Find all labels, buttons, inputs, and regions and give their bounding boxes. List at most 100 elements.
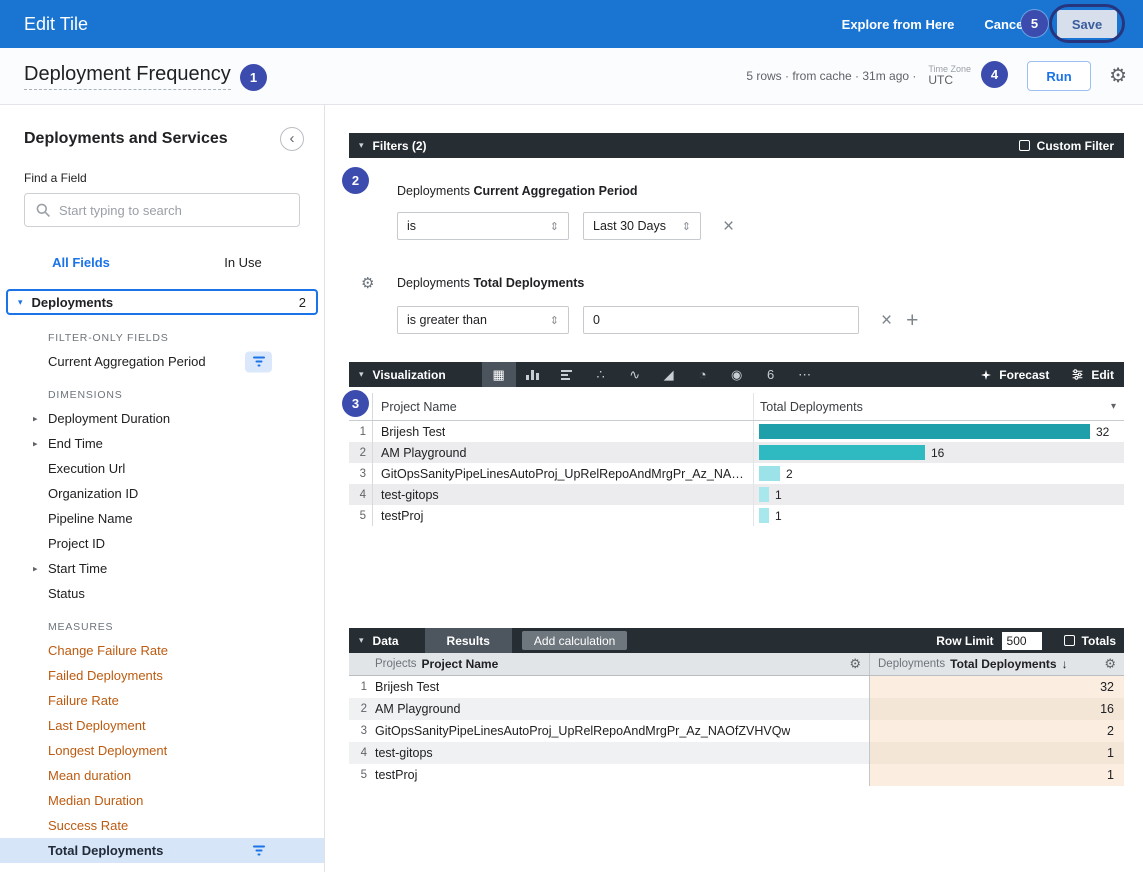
expand-arrow-icon[interactable]: ▸ — [33, 438, 38, 448]
timezone-block[interactable]: Time Zone UTC — [928, 64, 971, 88]
custom-filter-checkbox[interactable] — [1018, 140, 1030, 151]
data-table-row[interactable]: 3 GitOpsSanityPipeLinesAutoProj_UpRelRepo… — [349, 720, 1124, 742]
tile-title[interactable]: Deployment Frequency — [24, 63, 231, 90]
column-gear-icon[interactable]: ⚙ — [849, 656, 861, 671]
field-item[interactable]: Failure Rate — [0, 688, 324, 713]
sort-descending-icon[interactable]: ↓ — [1061, 657, 1068, 671]
results-tab[interactable]: Results — [424, 628, 512, 653]
field-search-box[interactable] — [24, 193, 300, 227]
project-name-column-header[interactable]: Projects Project Name ⚙ — [349, 653, 869, 675]
viz-table-row[interactable]: 5 testProj 1 — [349, 505, 1124, 526]
data-table-row[interactable]: 2 AM Playground 16 — [349, 698, 1124, 720]
explore-main: ▾ Filters (2) Custom Filter Deployments … — [326, 105, 1143, 872]
data-table-row[interactable]: 1 Brijesh Test 32 — [349, 676, 1124, 698]
totals-label: Totals — [1081, 633, 1116, 648]
custom-filter-toggle[interactable]: Custom Filter — [1018, 139, 1114, 153]
value-label: 16 — [931, 445, 945, 460]
field-item[interactable]: Last Deployment — [0, 713, 324, 738]
expand-arrow-icon[interactable]: ▸ — [33, 563, 38, 573]
total-deployments-column-header[interactable]: Deployments Total Deployments ↓ ⚙ — [869, 653, 1124, 675]
filter-value-select[interactable]: Last 30 Days ⇕ — [583, 212, 701, 240]
field-item[interactable]: Mean duration — [0, 763, 324, 788]
field-label: Organization ID — [48, 486, 139, 501]
filter-icon[interactable] — [245, 351, 272, 372]
remove-filter-icon[interactable]: × — [723, 215, 735, 237]
column-gear-icon[interactable]: ⚙ — [1104, 656, 1116, 671]
forecast-button[interactable]: Forecast — [980, 368, 1049, 382]
field-item[interactable]: Status — [0, 581, 324, 606]
field-item[interactable]: Organization ID — [0, 481, 324, 506]
remove-filter-icon[interactable]: × — [881, 309, 893, 331]
data-table-row[interactable]: 4 test-gitops 1 — [349, 742, 1124, 764]
find-field-label: Find a Field — [24, 171, 87, 185]
viz-type-area-chart[interactable]: ◢ — [663, 366, 674, 382]
field-item[interactable]: Failed Deployments — [0, 663, 324, 688]
filter-field-name: Current Aggregation Period — [473, 184, 638, 198]
viz-type-single-value[interactable]: 6 — [767, 367, 775, 382]
collapse-sidebar-button[interactable]: ‹ — [280, 127, 304, 151]
run-button[interactable]: Run — [1027, 61, 1092, 91]
project-name-column-header[interactable]: Project Name — [381, 399, 457, 414]
viz-type-scatter-plot[interactable]: ∴ — [596, 366, 605, 382]
totals-toggle[interactable]: Totals — [1063, 633, 1116, 648]
data-table-row[interactable]: 5 testProj 1 — [349, 764, 1124, 786]
tab-all-fields[interactable]: All Fields — [52, 255, 110, 270]
filter-gear-icon[interactable]: ⚙ — [361, 275, 375, 292]
field-search-input[interactable] — [59, 202, 289, 218]
filter-field-name: Total Deployments — [473, 276, 585, 290]
viz-type-more[interactable]: ⋯ — [798, 366, 812, 382]
viz-edit-button[interactable]: Edit — [1071, 368, 1114, 382]
field-item[interactable]: Success Rate — [0, 813, 324, 838]
field-item[interactable]: Pipeline Name — [0, 506, 324, 531]
field-item[interactable]: Current Aggregation Period — [0, 349, 324, 374]
save-button[interactable]: Save — [1057, 10, 1117, 38]
chevron-down-icon[interactable]: ▾ — [359, 635, 364, 645]
field-item[interactable]: Total Deployments — [0, 838, 324, 863]
tab-in-use[interactable]: In Use — [224, 255, 262, 270]
field-item[interactable]: Longest Deployment — [0, 738, 324, 763]
viz-type-column-chart[interactable] — [516, 362, 550, 387]
chevron-down-icon[interactable]: ▾ — [359, 140, 364, 150]
chevron-down-icon[interactable]: ▾ — [359, 369, 364, 379]
cancel-button[interactable]: Cancel — [984, 16, 1027, 32]
chevron-down-icon[interactable]: ▾ — [1110, 401, 1116, 412]
viz-type-map[interactable]: ◉ — [731, 366, 743, 382]
query-settings-gear-icon[interactable]: ⚙ — [1109, 65, 1127, 87]
totals-checkbox[interactable] — [1063, 635, 1075, 646]
cell-text: GitOpsSanityPipeLinesAutoProj_UpRelRepoA… — [381, 466, 753, 481]
value-bar — [759, 445, 925, 460]
field-item[interactable]: Project ID — [0, 531, 324, 556]
row-limit-label: Row Limit — [936, 633, 994, 648]
field-label: Failed Deployments — [48, 668, 163, 683]
viz-table-row[interactable]: 3 GitOpsSanityPipeLinesAutoProj_UpRelRepo… — [349, 463, 1124, 484]
field-item[interactable]: Median Duration — [0, 788, 324, 813]
field-item[interactable]: Execution Url — [0, 456, 324, 481]
total-deployments-cell: 1 — [869, 764, 1124, 786]
expand-arrow-icon[interactable]: ▸ — [33, 413, 38, 423]
viz-type-table[interactable]: ▦ — [481, 362, 516, 387]
value-bar — [759, 508, 769, 523]
cell-text: testProj — [375, 768, 418, 782]
view-group-deployments[interactable]: ▾ Deployments 2 — [6, 289, 318, 315]
viz-table-row[interactable]: 2 AM Playground 16 — [349, 442, 1124, 463]
filter-icon[interactable] — [245, 840, 272, 861]
viz-type-line-chart[interactable]: ∿ — [629, 366, 641, 382]
filter-operator-select[interactable]: is greater than ⇕ — [397, 306, 569, 334]
field-item[interactable]: Change Failure Rate — [0, 638, 324, 663]
viz-table-row[interactable]: 4 test-gitops 1 — [349, 484, 1124, 505]
viz-type-donut-chart[interactable]: ◔ — [698, 367, 707, 382]
filter-operator-select[interactable]: is ⇕ — [397, 212, 569, 240]
callout-badge-4: 4 — [981, 61, 1008, 88]
field-item[interactable]: ▸ End Time — [0, 431, 324, 456]
filter-value-input[interactable] — [583, 306, 859, 334]
add-calculation-button[interactable]: Add calculation — [521, 631, 628, 650]
row-limit-input[interactable] — [1001, 631, 1042, 650]
viz-type-bar-chart[interactable] — [550, 362, 584, 387]
total-deployments-column-header[interactable]: Total Deployments ▾ — [753, 393, 1124, 420]
add-filter-icon[interactable]: + — [906, 308, 919, 332]
explore-from-here-link[interactable]: Explore from Here — [841, 16, 955, 32]
field-item[interactable]: ▸ Start Time — [0, 556, 324, 581]
total-deployments-cell: 2 — [753, 463, 1124, 484]
field-item[interactable]: ▸ Deployment Duration — [0, 406, 324, 431]
viz-table-row[interactable]: 1 Brijesh Test 32 — [349, 421, 1124, 442]
